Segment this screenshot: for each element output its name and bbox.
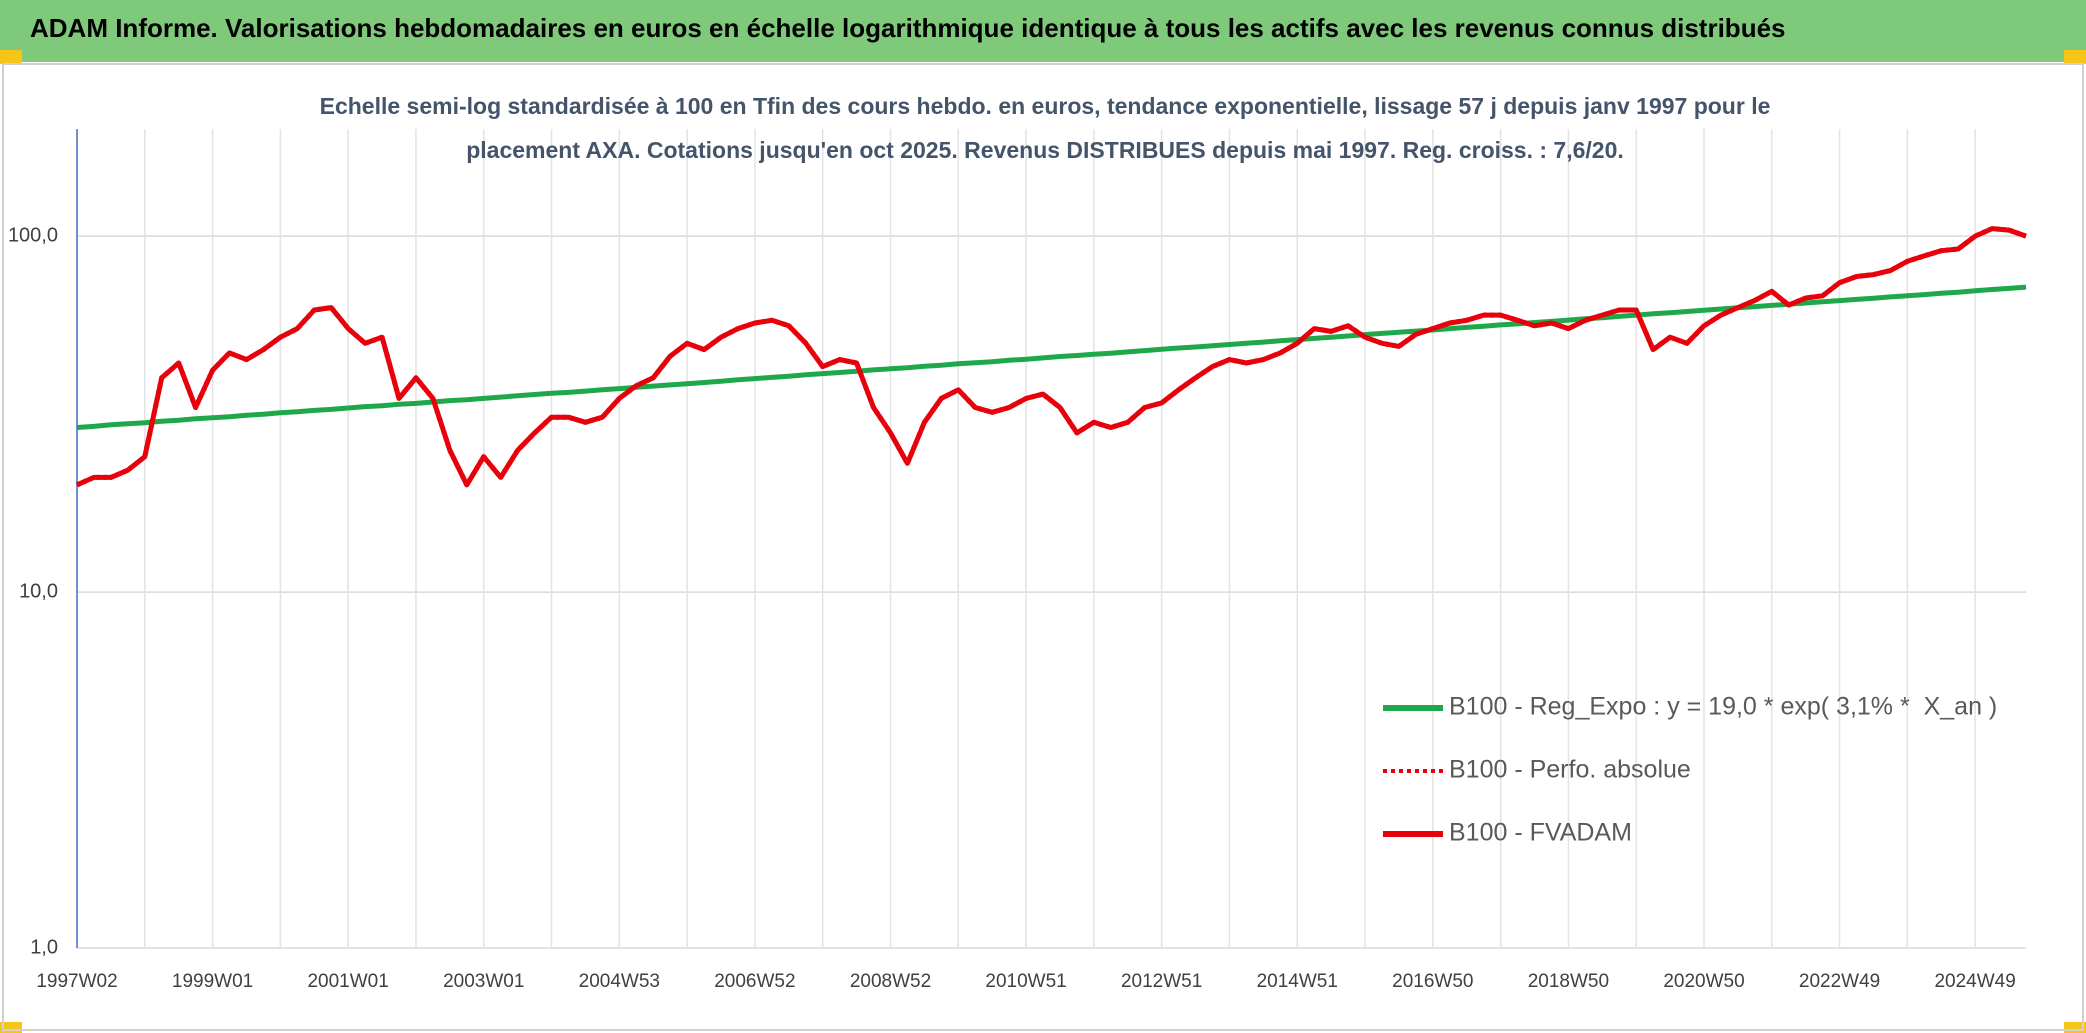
x-tick-label: 2010W51 bbox=[985, 971, 1066, 992]
x-tick-label: 2006W52 bbox=[714, 971, 795, 992]
x-tick-label: 2008W52 bbox=[850, 971, 931, 992]
series-line bbox=[76, 284, 2027, 430]
x-tick-label: 2024W49 bbox=[1934, 971, 2015, 992]
x-tick-label: 2001W01 bbox=[307, 971, 388, 992]
x-tick-label: 2018W50 bbox=[1528, 971, 1609, 992]
corner-accent bbox=[2064, 1022, 2086, 1033]
header-bar bbox=[0, 0, 2086, 62]
y-tick-label: 100,0 bbox=[8, 224, 58, 246]
x-tick-label: 2004W53 bbox=[579, 971, 660, 992]
chart-subtitle: Echelle semi-log standardisée à 100 en T… bbox=[319, 93, 1771, 163]
series-line bbox=[75, 226, 2027, 488]
y-tick-label: 10,0 bbox=[19, 580, 58, 602]
x-tick-label: 2020W50 bbox=[1663, 971, 1744, 992]
x-tick-label: 2016W50 bbox=[1392, 971, 1473, 992]
x-tick-label: 1999W01 bbox=[172, 971, 253, 992]
corner-accent bbox=[0, 1022, 22, 1033]
legend-label: B100 - Reg_Expo : y = 19,0 * exp( 3,1% *… bbox=[1449, 693, 1997, 721]
x-tick-label: 2012W51 bbox=[1121, 971, 1202, 992]
x-tick-label: 2003W01 bbox=[443, 971, 524, 992]
chart-title: ADAM Informe. Valorisations hebdomadaire… bbox=[30, 13, 1786, 43]
legend-label: B100 - FVADAM bbox=[1449, 819, 1632, 847]
legend-label: B100 - Perfo. absolue bbox=[1449, 756, 1691, 784]
frame bbox=[2, 63, 2084, 1031]
x-tick-label: 2022W49 bbox=[1799, 971, 1880, 992]
y-tick-label: 1,0 bbox=[30, 936, 58, 958]
x-tick-label: 2014W51 bbox=[1257, 971, 1338, 992]
x-tick-label: 1997W02 bbox=[36, 971, 117, 992]
corner-accent bbox=[0, 50, 22, 64]
corner-accent bbox=[2064, 50, 2086, 64]
